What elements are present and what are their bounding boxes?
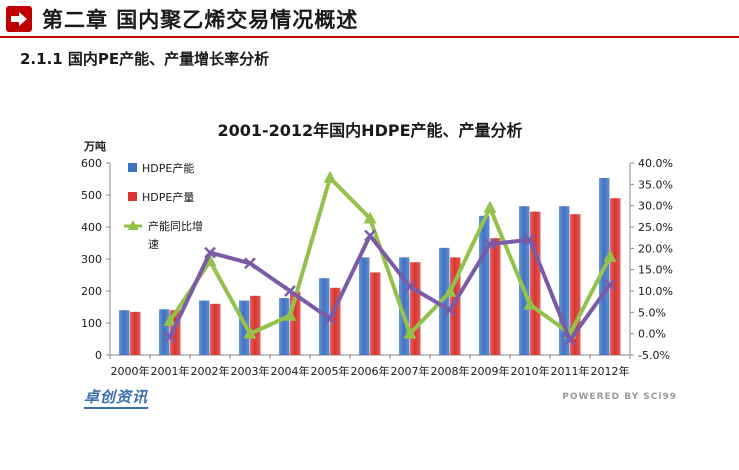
line-point-output-growth: [564, 334, 576, 346]
section-subtitle: 2.1.1 国内PE产能、产量增长率分析: [20, 50, 270, 68]
line-point-output-growth: [604, 278, 616, 291]
x-tick-label: 2011年: [551, 364, 590, 378]
y2-tick-label: 35.0%: [638, 178, 673, 191]
bar-capacity: [479, 215, 490, 355]
y2-tick-label: -5.0%: [638, 349, 670, 362]
y2-tick-label: 25.0%: [638, 221, 673, 234]
line-point-capacity-growth: [243, 326, 257, 339]
x-tick-label: 2006年: [351, 364, 390, 378]
line-point-output-growth: [244, 257, 256, 270]
bar-capacity: [279, 298, 290, 355]
line-point-output-growth: [324, 312, 336, 325]
y-tick-label: 400: [81, 221, 102, 234]
line-point-output-growth: [204, 246, 216, 259]
x-tick-label: 2000年: [111, 364, 150, 378]
line-point-capacity-growth: [443, 284, 457, 297]
y-tick-label: 600: [81, 157, 102, 170]
series-line-output-growth: [168, 233, 612, 343]
brand-logo: 卓创资讯: [84, 386, 149, 409]
line-point-capacity-growth: [523, 297, 537, 310]
y2-tick-label: 15.0%: [638, 264, 673, 277]
x-tick-label: 2012年: [591, 364, 630, 378]
chart-title: 2001-2012年国内HDPE产能、产量分析: [217, 121, 522, 140]
y2-tick-label: 40.0%: [638, 157, 673, 170]
bar-capacity: [559, 206, 570, 355]
bar-capacity: [359, 257, 370, 355]
bar-output: [490, 238, 501, 355]
line-point-capacity-growth: [483, 200, 497, 213]
bar-capacity: [519, 206, 530, 355]
page-title: 第二章 国内聚乙烯交易情况概述: [42, 8, 359, 32]
y2-tick-label: 10.0%: [638, 285, 673, 298]
y-axis-label: 万吨: [83, 139, 106, 153]
bar-output: [610, 198, 621, 355]
x-tick-label: 2009年: [471, 364, 510, 378]
line-point-capacity-growth: [603, 249, 617, 262]
line-point-capacity-growth: [283, 308, 297, 321]
legend-label-output: HDPE产量: [142, 190, 194, 204]
line-point-output-growth: [524, 233, 536, 246]
legend-label-capacity: HDPE产能: [142, 161, 194, 175]
bar-output: [410, 262, 421, 355]
x-tick-label: 2002年: [191, 364, 230, 378]
x-tick-label: 2010年: [511, 364, 550, 378]
bar-capacity: [159, 309, 170, 355]
x-tick-label: 2007年: [391, 364, 430, 378]
bar-output: [250, 295, 261, 355]
bar-output: [290, 291, 301, 355]
header-bar: 第二章 国内聚乙烯交易情况概述: [0, 0, 739, 38]
y2-tick-label: 30.0%: [638, 200, 673, 213]
line-point-output-growth: [444, 304, 456, 317]
bar-capacity: [399, 257, 410, 355]
line-point-output-growth: [364, 229, 376, 242]
y2-tick-label: 20.0%: [638, 242, 673, 255]
x-tick-label: 2005年: [311, 364, 350, 378]
legend-swatch-capacity: [128, 163, 137, 172]
y-tick-label: 300: [81, 253, 102, 266]
bar-capacity: [239, 300, 250, 355]
bar-output: [330, 287, 341, 355]
x-tick-label: 2001年: [151, 364, 190, 378]
x-tick-label: 2003年: [231, 364, 270, 378]
bar-output: [370, 272, 381, 355]
bar-capacity: [439, 247, 450, 355]
y2-tick-label: 5.0%: [638, 306, 666, 319]
line-point-capacity-growth: [403, 326, 417, 339]
series-line-capacity-growth: [168, 175, 612, 336]
arrow-right-icon: [6, 6, 32, 32]
legend-label-capacity-growth-line2: 速: [148, 238, 159, 251]
bar-capacity: [119, 310, 130, 355]
powered-by-text: POWERED BY SCi99: [562, 392, 677, 402]
bar-output: [530, 211, 541, 355]
line-point-output-growth: [484, 238, 496, 250]
y-tick-label: 100: [81, 317, 102, 330]
bar-output: [130, 311, 141, 355]
brand-logo-text: 卓创资讯: [84, 386, 149, 409]
line-point-output-growth: [284, 285, 296, 297]
legend-marker-capacity-growth: [127, 220, 139, 230]
y2-tick-label: 0.0%: [638, 328, 666, 341]
line-point-output-growth: [404, 280, 416, 293]
bar-output: [210, 303, 221, 355]
line-point-output-growth: [164, 331, 176, 343]
line-point-capacity-growth: [163, 313, 177, 326]
y-tick-label: 500: [81, 189, 102, 202]
x-tick-label: 2004年: [271, 364, 310, 378]
y-tick-label: 200: [81, 285, 102, 298]
legend-label-capacity-growth-line1: 产能同比增: [148, 219, 203, 233]
legend-swatch-output: [128, 192, 137, 201]
bar-capacity: [199, 300, 210, 355]
line-point-capacity-growth: [363, 211, 377, 224]
line-point-capacity-growth: [323, 170, 337, 183]
x-tick-label: 2008年: [431, 364, 470, 378]
y-tick-label: 0: [95, 349, 102, 362]
bar-output: [570, 214, 581, 355]
